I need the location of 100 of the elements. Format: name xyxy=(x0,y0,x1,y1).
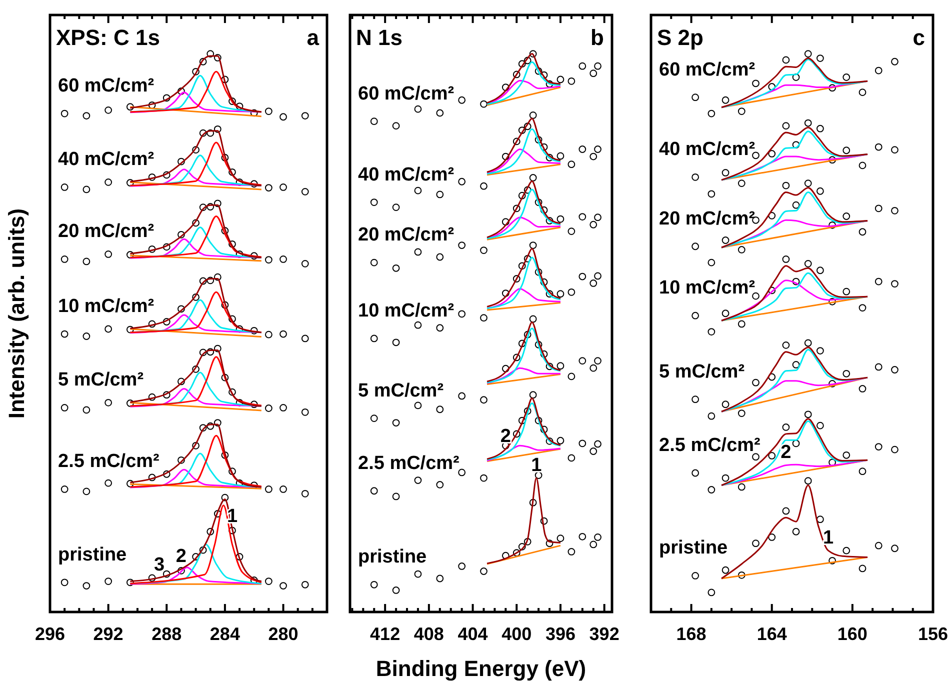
point xyxy=(436,324,444,332)
point xyxy=(874,143,882,151)
point xyxy=(594,272,602,280)
point xyxy=(590,280,598,287)
point xyxy=(82,488,90,496)
point xyxy=(264,330,272,338)
point xyxy=(82,112,90,120)
point xyxy=(874,66,882,74)
point xyxy=(556,152,564,160)
point xyxy=(804,410,812,418)
point xyxy=(280,582,287,590)
point xyxy=(436,190,444,198)
point xyxy=(842,288,850,296)
point xyxy=(392,419,400,426)
point xyxy=(301,188,309,196)
point xyxy=(458,96,466,104)
point xyxy=(436,253,444,261)
point xyxy=(590,364,598,372)
point xyxy=(768,534,776,541)
point xyxy=(722,169,730,176)
point xyxy=(816,266,824,274)
point xyxy=(752,292,760,300)
x-tick-label: 280 xyxy=(268,624,298,644)
x-tick-label: 292 xyxy=(93,624,124,644)
annotation: 10 mC/cm² xyxy=(358,300,454,322)
text: c xyxy=(912,25,925,50)
point xyxy=(280,113,287,121)
point xyxy=(692,173,700,181)
point xyxy=(752,80,760,88)
point xyxy=(568,160,576,168)
point xyxy=(60,578,68,586)
x-tick-label: 412 xyxy=(370,624,400,644)
point xyxy=(842,451,850,459)
point xyxy=(858,385,866,392)
point xyxy=(568,548,576,556)
point xyxy=(858,228,866,236)
text: a xyxy=(306,25,320,50)
point xyxy=(692,242,700,250)
point xyxy=(792,528,800,536)
point xyxy=(392,492,400,500)
point xyxy=(480,568,488,575)
point xyxy=(264,256,272,264)
point xyxy=(370,487,378,495)
annotation: 3 xyxy=(154,554,165,576)
point xyxy=(280,184,287,191)
point xyxy=(104,578,112,585)
x-tick-label: 168 xyxy=(676,624,706,644)
point xyxy=(301,580,309,588)
point xyxy=(816,54,824,62)
point xyxy=(82,582,90,590)
point xyxy=(264,184,272,192)
point xyxy=(594,534,602,541)
annotation: 5 mC/cm² xyxy=(659,361,745,382)
x-tick-label: 284 xyxy=(210,624,240,644)
point xyxy=(804,50,812,58)
point xyxy=(752,453,760,461)
point xyxy=(414,402,422,410)
point xyxy=(556,76,564,84)
point xyxy=(392,122,400,130)
point xyxy=(370,118,378,126)
annotation: pristine xyxy=(659,538,728,559)
point xyxy=(578,146,586,153)
annotation: 60 mC/cm² xyxy=(358,83,454,104)
point xyxy=(816,124,824,132)
annotation: 60 mC/cm² xyxy=(58,76,154,97)
point xyxy=(392,204,400,212)
point xyxy=(792,361,800,368)
x-axis-title: Binding Energy (eV) xyxy=(376,656,586,681)
point xyxy=(891,206,898,214)
point xyxy=(738,246,746,254)
point xyxy=(782,122,790,130)
point xyxy=(842,146,850,154)
x-tick-label: 288 xyxy=(152,624,182,644)
point xyxy=(891,544,898,552)
x-tick-label: 404 xyxy=(458,624,488,644)
point xyxy=(414,476,422,484)
point xyxy=(752,378,760,386)
point xyxy=(301,260,309,268)
annotation: 2.5 mC/cm² xyxy=(358,452,460,474)
point xyxy=(782,424,790,431)
point xyxy=(590,152,598,160)
point xyxy=(458,468,466,476)
point xyxy=(60,110,68,118)
point xyxy=(874,363,882,371)
chart-title: XPS: C 1s xyxy=(56,25,160,50)
point xyxy=(280,404,287,412)
point xyxy=(480,314,488,322)
point xyxy=(60,184,68,191)
point xyxy=(578,440,586,448)
point xyxy=(708,486,716,494)
point xyxy=(480,182,488,190)
point xyxy=(692,396,700,404)
annotation: 20 mC/cm² xyxy=(659,208,756,230)
point xyxy=(722,400,730,408)
x-tick-label: 396 xyxy=(545,624,576,644)
point xyxy=(891,366,898,374)
point xyxy=(60,404,68,412)
annotation: pristine xyxy=(58,544,127,566)
point xyxy=(264,485,272,493)
point xyxy=(60,256,68,263)
